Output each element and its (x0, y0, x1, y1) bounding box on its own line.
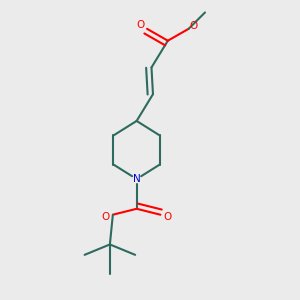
Text: O: O (101, 212, 110, 222)
Text: N: N (133, 174, 140, 184)
Text: O: O (136, 20, 145, 30)
Text: O: O (190, 21, 198, 32)
Text: O: O (164, 212, 172, 222)
